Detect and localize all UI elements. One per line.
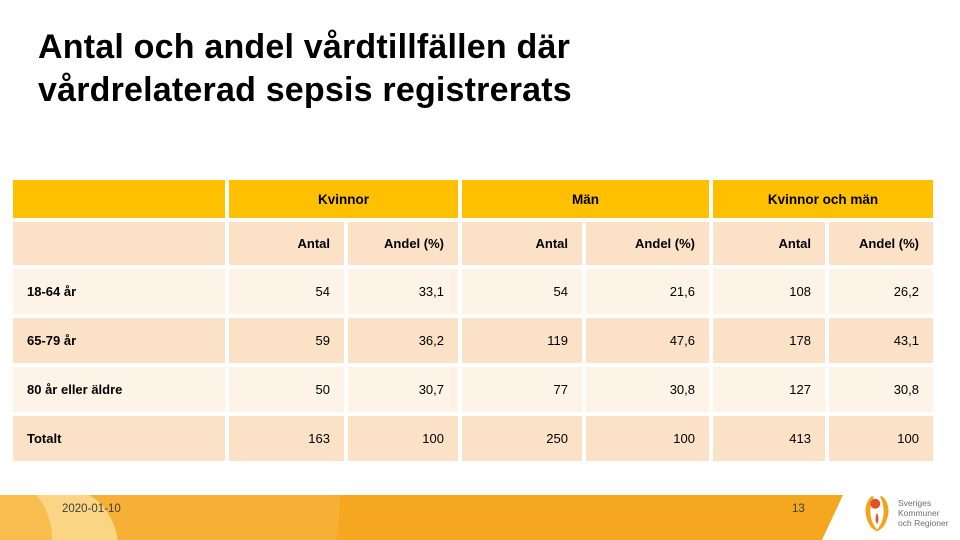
col-group-header-man: Män [462, 180, 709, 218]
subheader-kvinnor-antal: Antal [229, 222, 344, 265]
data-cell: 50 [229, 367, 344, 412]
subheader-man-antal: Antal [462, 222, 582, 265]
col-group-header-kvinnor-och-man: Kvinnor och män [713, 180, 933, 218]
subheader-kvinnor-andel: Andel (%) [348, 222, 458, 265]
data-cell: 33,1 [348, 269, 458, 314]
data-cell: 163 [229, 416, 344, 461]
slide-title: Antal och andel vårdtillfällen där vårdr… [38, 28, 572, 110]
data-cell: 108 [713, 269, 825, 314]
data-cell: 30,7 [348, 367, 458, 412]
data-cell: 250 [462, 416, 582, 461]
data-cell: 43,1 [829, 318, 933, 363]
row-label-80-plus: 80 år eller äldre [13, 367, 225, 412]
skr-logo-line2: Kommuner [898, 507, 940, 518]
sepsis-table: Kvinnor Män Kvinnor och män Antal Andel … [13, 180, 933, 461]
skr-logo-line1: Sveriges [898, 497, 932, 508]
data-cell: 26,2 [829, 269, 933, 314]
data-cell: 30,8 [829, 367, 933, 412]
data-cell: 30,8 [586, 367, 709, 412]
data-cell: 127 [713, 367, 825, 412]
footer-date: 2020-01-10 [62, 503, 121, 515]
skr-emblem-icon [865, 496, 889, 532]
data-cell: 59 [229, 318, 344, 363]
data-cell: 119 [462, 318, 582, 363]
data-cell: 413 [713, 416, 825, 461]
page-number: 13 [792, 503, 805, 515]
row-label-65-79: 65-79 år [13, 318, 225, 363]
data-cell: 100 [586, 416, 709, 461]
corner-header-cell [13, 180, 225, 218]
subheader-total-antal: Antal [713, 222, 825, 265]
data-cell: 36,2 [348, 318, 458, 363]
footer-ribbon [0, 495, 843, 540]
data-cell: 77 [462, 367, 582, 412]
data-cell: 178 [713, 318, 825, 363]
data-cell: 47,6 [586, 318, 709, 363]
row-label-totalt: Totalt [13, 416, 225, 461]
data-cell: 100 [348, 416, 458, 461]
skr-logo: Sveriges Kommuner och Regioner [862, 492, 949, 534]
subheader-man-andel: Andel (%) [586, 222, 709, 265]
data-cell: 54 [462, 269, 582, 314]
data-cell: 100 [829, 416, 933, 461]
subheader-total-andel: Andel (%) [829, 222, 933, 265]
col-group-header-kvinnor: Kvinnor [229, 180, 458, 218]
subheader-spacer-cell [13, 222, 225, 265]
data-cell: 21,6 [586, 269, 709, 314]
skr-logo-line3: och Regioner [898, 518, 949, 529]
skr-logo-text: Sveriges Kommuner och Regioner [898, 498, 949, 529]
data-cell: 54 [229, 269, 344, 314]
row-label-18-64: 18-64 år [13, 269, 225, 314]
